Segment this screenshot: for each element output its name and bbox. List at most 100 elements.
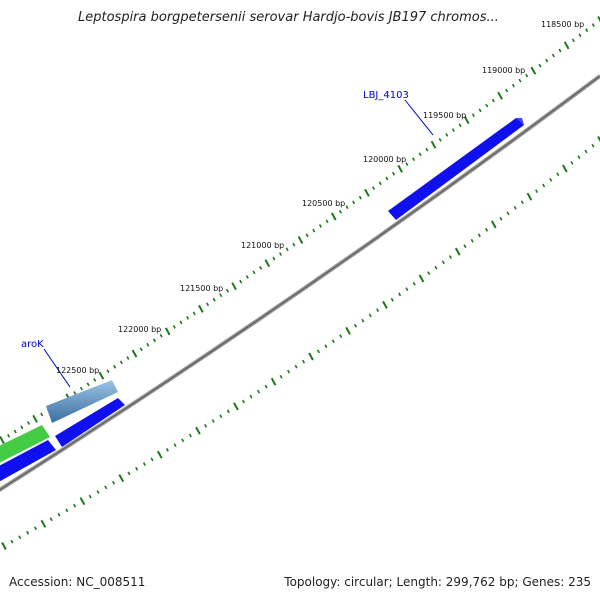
ruler-tick xyxy=(485,227,489,232)
ruler-tick xyxy=(562,164,568,173)
ruler-tick xyxy=(294,364,298,369)
gene-lbj-4103-leader xyxy=(404,99,434,136)
ruler-tick xyxy=(499,216,503,221)
gene-green-feature[interactable] xyxy=(0,425,50,465)
map-title: Leptospira borgpetersenii serovar Hardjo… xyxy=(78,10,499,25)
ruler-tick xyxy=(563,41,570,50)
ruler-tick xyxy=(73,391,77,395)
ruler-tick xyxy=(438,137,442,142)
ruler-tick xyxy=(264,384,268,389)
gene-lbj-4103-label[interactable]: LBJ_4103 xyxy=(363,90,409,101)
ruler-tick xyxy=(378,181,382,186)
ruler-tick xyxy=(361,318,365,323)
ruler-tick xyxy=(259,265,263,270)
ruler-tick xyxy=(372,186,376,190)
ruler-tick xyxy=(270,377,277,386)
ruler-tick xyxy=(142,462,146,466)
ruler-tick xyxy=(312,228,316,233)
ruler-tick xyxy=(339,334,343,338)
ruler-tick xyxy=(477,233,481,238)
ruler-tick xyxy=(264,259,271,268)
ruler-tick xyxy=(511,83,515,88)
ruler-tick xyxy=(79,497,86,506)
gene-arok-label[interactable]: aroK xyxy=(21,339,44,350)
ruler-tick xyxy=(418,274,425,283)
gene-blue-feature-1[interactable] xyxy=(55,398,125,447)
ruler-tick xyxy=(40,412,44,417)
ruler-tick xyxy=(571,38,575,43)
ruler-tick xyxy=(418,152,422,157)
ruler-tick xyxy=(530,66,537,75)
ruler-tick xyxy=(198,304,204,313)
ruler-tick xyxy=(126,356,130,360)
ruler-tick xyxy=(88,494,92,499)
ruler-tick xyxy=(478,108,482,113)
ruler-tick xyxy=(211,419,215,423)
ruler-tick xyxy=(139,347,143,352)
ruler-tick xyxy=(425,147,429,152)
ruler-tick xyxy=(118,474,125,483)
ruler-tick xyxy=(325,219,329,224)
ruler-tick xyxy=(577,155,581,160)
ruler-tick xyxy=(324,344,328,349)
ruler-tick xyxy=(505,88,509,93)
ruler-tick xyxy=(292,242,296,247)
ruler-tick xyxy=(111,480,116,485)
ruler-tick xyxy=(445,133,449,137)
ruler-tick xyxy=(448,255,453,259)
ruler-tick xyxy=(245,275,249,279)
ruler-tick xyxy=(316,349,320,354)
ruler-tick xyxy=(287,369,291,374)
ruler-tick xyxy=(156,450,163,459)
ruler-tick xyxy=(385,176,389,181)
ruler-tick xyxy=(127,471,131,476)
outer-ruler xyxy=(0,16,600,444)
ruler-label: 121500 bp xyxy=(180,284,223,293)
ruler-label: 118500 bp xyxy=(541,20,584,29)
gene-lbj-4103-feature[interactable] xyxy=(388,118,524,220)
ruler-tick xyxy=(584,149,588,154)
ruler-tick xyxy=(597,16,600,23)
ruler-tick xyxy=(219,293,223,298)
ruler-tick xyxy=(219,414,223,419)
ruler-tick xyxy=(513,205,517,210)
ruler-tick xyxy=(382,300,388,309)
gene-blue-feature-2[interactable] xyxy=(0,440,56,484)
ruler-tick xyxy=(279,252,283,256)
ruler-tick xyxy=(471,113,475,118)
ruler-tick xyxy=(192,311,196,316)
ruler-tick xyxy=(558,48,562,53)
ruler-tick xyxy=(113,364,117,369)
ruler-label: 121000 bp xyxy=(241,241,284,250)
ruler-tick xyxy=(26,530,30,535)
ruler-tick xyxy=(551,53,555,58)
ruler-tick xyxy=(427,271,431,275)
ruler-tick xyxy=(225,288,229,293)
ruler-tick xyxy=(226,409,230,414)
chromosome-backbone xyxy=(0,74,600,493)
ruler-tick xyxy=(40,519,47,528)
ruler-tick xyxy=(135,466,139,471)
ruler-tick xyxy=(535,189,539,193)
ruler-tick xyxy=(556,172,560,177)
ruler-tick xyxy=(392,171,396,176)
ruler-tick xyxy=(585,28,589,33)
chromosome-backbone-shade xyxy=(0,75,600,491)
gene-arok-feature[interactable] xyxy=(46,380,118,423)
ruler-tick xyxy=(302,359,306,364)
ruler-tick xyxy=(506,211,510,216)
ruler-tick xyxy=(104,485,108,490)
ruler-tick xyxy=(65,508,69,513)
ruler-tick xyxy=(279,374,283,379)
ruler-tick xyxy=(454,247,461,256)
ruler-tick xyxy=(591,143,595,148)
ruler-tick xyxy=(545,58,549,63)
ruler-tick xyxy=(10,539,14,544)
ruler-tick xyxy=(272,256,276,261)
ruler-tick xyxy=(412,281,416,286)
ruler-tick xyxy=(33,526,38,531)
ruler-tick xyxy=(98,371,105,380)
ruler-tick xyxy=(195,426,201,435)
ruler-tick xyxy=(398,292,402,297)
